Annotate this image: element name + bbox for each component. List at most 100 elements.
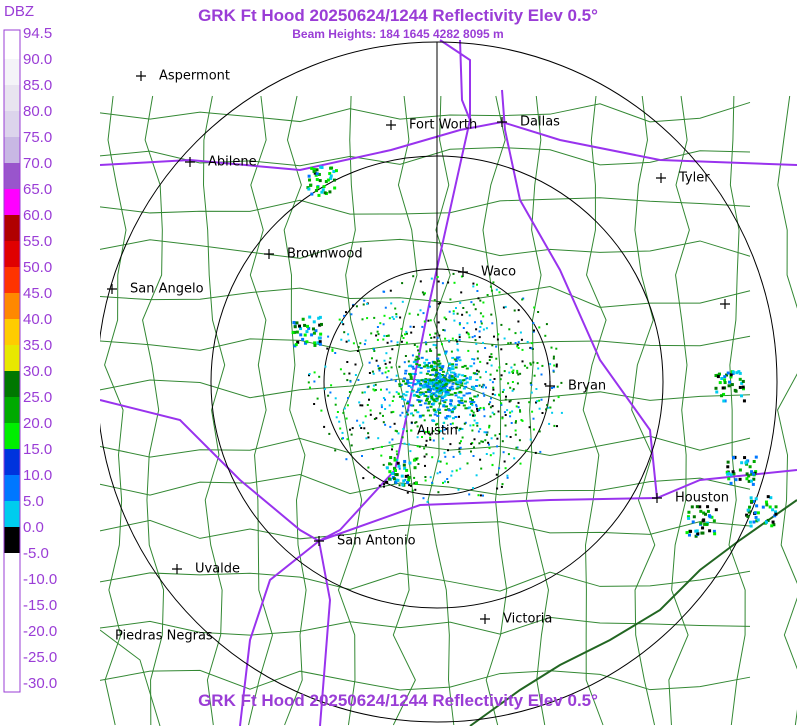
echo xyxy=(474,308,477,311)
legend-swatch xyxy=(4,111,20,137)
echo xyxy=(408,461,412,465)
echo xyxy=(721,386,725,390)
echo xyxy=(443,387,447,389)
echo xyxy=(433,336,436,339)
echo xyxy=(416,425,419,428)
echo xyxy=(436,363,440,366)
echo xyxy=(459,301,462,304)
echo xyxy=(394,429,397,432)
echo xyxy=(420,379,424,382)
echo xyxy=(407,360,410,363)
echo xyxy=(502,306,505,309)
echo xyxy=(424,464,426,467)
echo xyxy=(448,310,451,313)
echo xyxy=(382,323,385,326)
echo xyxy=(385,335,388,337)
echo xyxy=(476,424,479,427)
echo xyxy=(411,412,413,415)
echo xyxy=(421,414,425,417)
echo xyxy=(429,393,433,396)
echo xyxy=(560,381,563,384)
echo xyxy=(404,372,407,375)
echo xyxy=(482,328,485,331)
echo xyxy=(383,334,386,337)
echo xyxy=(511,410,514,413)
echo xyxy=(692,515,696,519)
echo xyxy=(449,403,452,405)
echo xyxy=(309,183,313,187)
echo xyxy=(364,339,367,342)
echo xyxy=(362,477,365,480)
echo xyxy=(460,399,464,402)
echo xyxy=(738,477,742,481)
echo xyxy=(445,462,448,465)
legend-label: 40.0 xyxy=(23,311,52,328)
echo xyxy=(318,375,321,378)
echo xyxy=(370,332,373,335)
echo xyxy=(468,493,471,496)
echo xyxy=(443,428,446,431)
legend-label: -20.0 xyxy=(23,623,57,640)
echo xyxy=(492,452,495,455)
echo xyxy=(435,382,439,385)
echo xyxy=(354,363,357,366)
echo xyxy=(439,378,443,381)
echo xyxy=(726,460,730,464)
echo xyxy=(389,289,392,292)
echo xyxy=(481,440,484,443)
echo xyxy=(754,470,758,474)
echo xyxy=(402,428,405,430)
echo xyxy=(517,320,520,323)
echo xyxy=(338,420,341,423)
echo xyxy=(343,372,346,375)
echo xyxy=(362,421,365,424)
county-line xyxy=(777,95,797,726)
echo xyxy=(470,409,473,412)
echo xyxy=(334,352,337,354)
echo xyxy=(412,394,416,397)
echo xyxy=(341,321,343,324)
legend-label: 90.0 xyxy=(23,51,52,68)
echo xyxy=(476,350,479,353)
echo xyxy=(523,364,526,367)
echo xyxy=(347,339,350,342)
echo xyxy=(748,520,752,524)
echo xyxy=(771,508,775,512)
highway xyxy=(99,399,320,542)
echo xyxy=(314,173,318,177)
highway xyxy=(99,120,797,172)
county-line xyxy=(337,95,364,726)
legend-label: 25.0 xyxy=(23,389,52,406)
echo xyxy=(373,476,376,479)
echo xyxy=(731,470,735,474)
echo xyxy=(716,375,720,379)
echo xyxy=(419,280,422,283)
echo xyxy=(439,375,442,377)
echo xyxy=(384,362,387,365)
echo xyxy=(295,321,299,325)
echo xyxy=(485,453,488,455)
echo xyxy=(381,372,384,375)
echo xyxy=(434,411,438,414)
echo xyxy=(442,481,444,484)
echo xyxy=(516,344,519,346)
echo xyxy=(403,398,406,401)
echo xyxy=(538,430,541,433)
echo xyxy=(407,478,411,482)
echo xyxy=(424,476,427,478)
echo xyxy=(435,389,439,392)
county-line xyxy=(728,95,746,726)
echo xyxy=(379,412,382,415)
echo xyxy=(480,322,483,325)
echo xyxy=(331,349,334,352)
echo xyxy=(484,439,487,442)
echo xyxy=(477,297,480,300)
echo xyxy=(323,425,326,428)
county-line xyxy=(104,95,127,726)
echo xyxy=(729,373,733,377)
echo xyxy=(329,174,333,178)
echo xyxy=(423,361,427,364)
echo xyxy=(552,369,555,372)
echo xyxy=(429,379,433,382)
echo xyxy=(421,430,424,433)
